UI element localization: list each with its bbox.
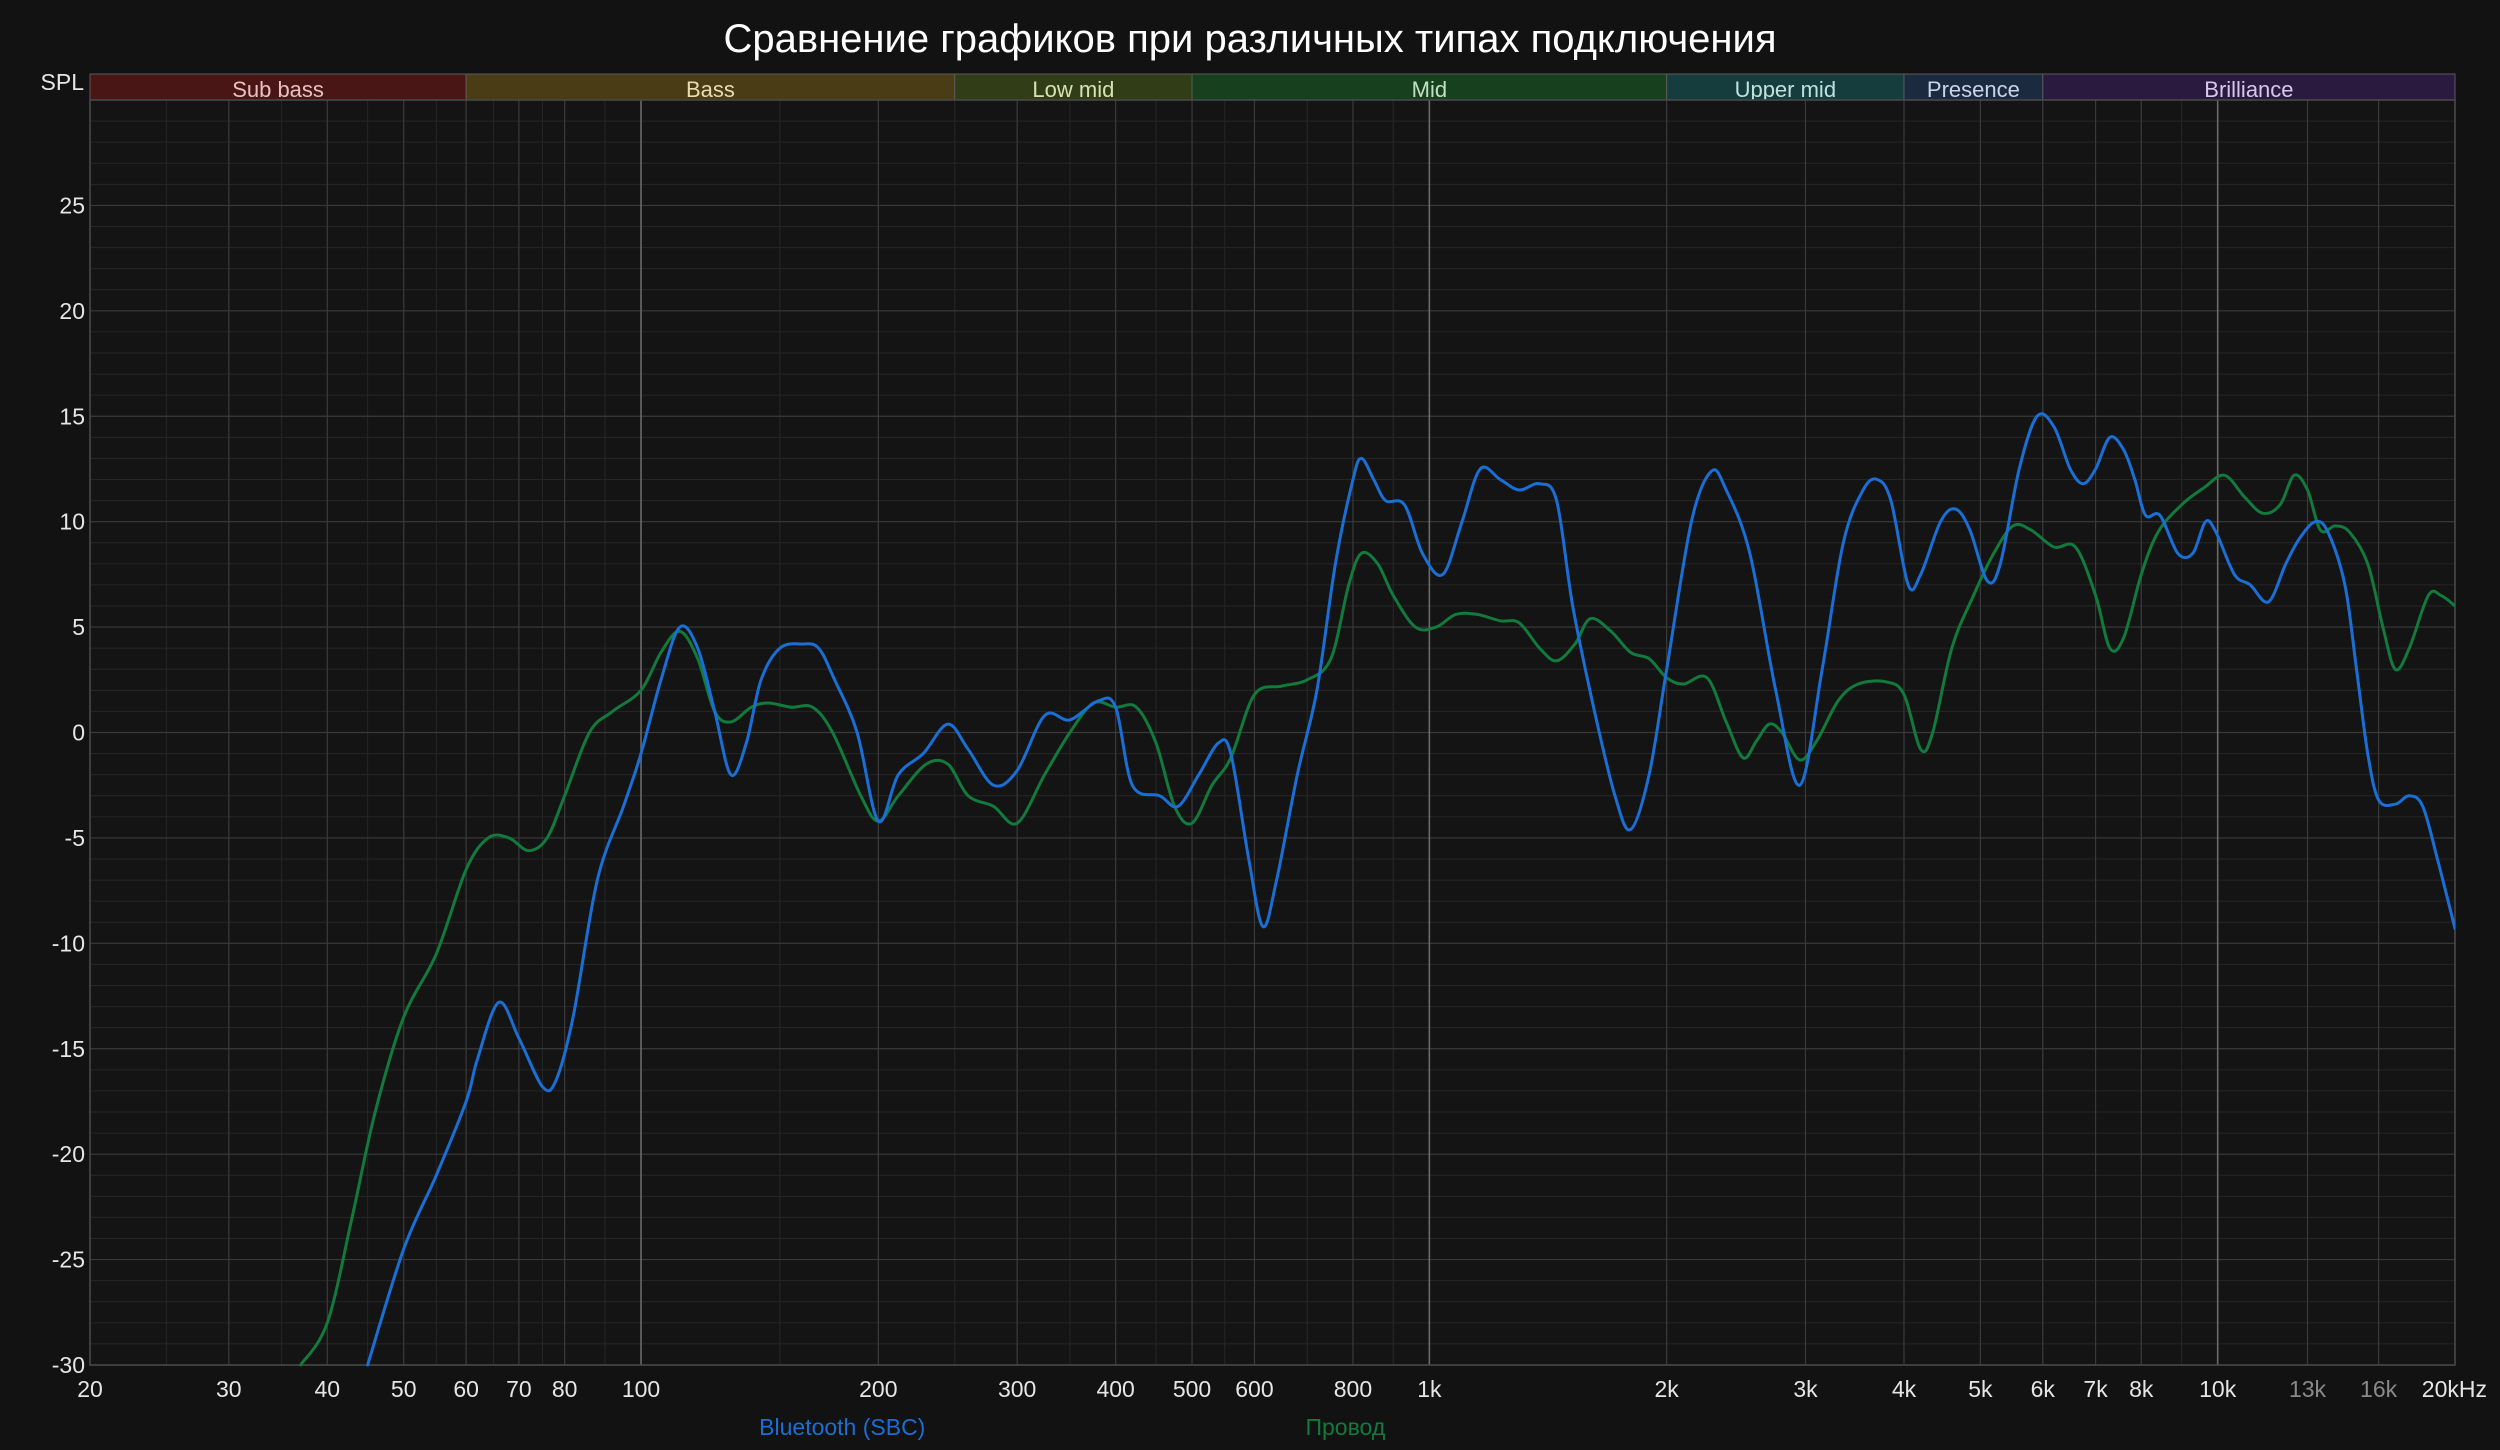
x-axis-ticks: 20 30 40 50 60 70 80 100 200 300 400 500 600 800 1k 2k 3… (77, 1376, 2487, 1402)
y-tick-label: -30 (52, 1352, 85, 1378)
y-tick-label: 20 (59, 298, 85, 324)
x-tick-label: 300 (998, 1376, 1036, 1402)
x-tick-label: 4k (1892, 1376, 1917, 1402)
x-tick-label: 200 (859, 1376, 897, 1402)
y-tick-label: 5 (72, 614, 85, 640)
y-tick-label: 10 (59, 509, 85, 535)
y-axis-unit-label: SPL (41, 69, 85, 95)
x-tick-label: 50 (391, 1376, 417, 1402)
band-label: Presence (1927, 77, 2020, 102)
series-line-wire (299, 473, 2455, 1367)
series-line-bluetooth (366, 412, 2455, 1367)
legend: Bluetooth (SBC) Провод (759, 1414, 1386, 1440)
legend-entry: Провод (1305, 1414, 1385, 1440)
band-1 (465, 73, 956, 101)
band-6 (2042, 73, 2456, 101)
y-axis-ticks: 25 20 15 10 5 0 -5 -10 -15 -20 -25 -30 (52, 192, 85, 1378)
y-tick-label: -25 (52, 1247, 85, 1273)
x-tick-label: 30 (216, 1376, 242, 1402)
grid (89, 99, 2456, 1366)
x-tick-label: 16k (2360, 1376, 2398, 1402)
x-tick-label: 6k (2031, 1376, 2056, 1402)
y-tick-label: -20 (52, 1141, 85, 1167)
band-label: Sub bass (232, 77, 324, 102)
x-tick-label: 800 (1334, 1376, 1372, 1402)
y-tick-label: -10 (52, 930, 85, 956)
x-tick-label: 2k (1655, 1376, 1680, 1402)
band-2 (954, 73, 1193, 101)
legend-entry: Bluetooth (SBC) (759, 1414, 925, 1440)
y-tick-label: 25 (59, 192, 85, 218)
band-label: Brilliance (2204, 77, 2293, 102)
x-tick-label: 80 (552, 1376, 578, 1402)
x-tick-label: 5k (1968, 1376, 1993, 1402)
band-0 (89, 73, 467, 101)
plot-frame (89, 99, 2456, 1366)
x-tick-label: 1k (1417, 1376, 1442, 1402)
y-tick-label: -5 (65, 825, 85, 851)
x-tick-label: 40 (315, 1376, 341, 1402)
x-tick-label: 20kHz (2422, 1376, 2487, 1402)
band-label: Mid (1412, 77, 1447, 102)
band-label: Upper mid (1735, 77, 1836, 102)
series-lines (299, 412, 2455, 1367)
band-label: Bass (686, 77, 735, 102)
x-tick-label: 600 (1235, 1376, 1273, 1402)
x-tick-label: 10k (2199, 1376, 2237, 1402)
x-tick-label: 20 (77, 1376, 103, 1402)
x-tick-label: 500 (1173, 1376, 1211, 1402)
x-tick-label: 100 (622, 1376, 660, 1402)
y-tick-label: -15 (52, 1036, 85, 1062)
y-tick-label: 15 (59, 403, 85, 429)
x-tick-label: 3k (1793, 1376, 1818, 1402)
x-tick-label: 400 (1096, 1376, 1134, 1402)
frequency-band-header: Sub bass Bass Low mid Mid Upper mid Presence B… (89, 73, 2456, 102)
x-tick-label: 7k (2083, 1376, 2108, 1402)
band-label: Low mid (1032, 77, 1114, 102)
x-tick-label: 8k (2129, 1376, 2154, 1402)
x-tick-label: 70 (506, 1376, 532, 1402)
y-tick-label: 0 (72, 720, 85, 746)
chart-title: Сравнение графиков при различных типах п… (723, 17, 1776, 61)
x-tick-label: 13k (2289, 1376, 2327, 1402)
x-tick-label: 60 (453, 1376, 479, 1402)
